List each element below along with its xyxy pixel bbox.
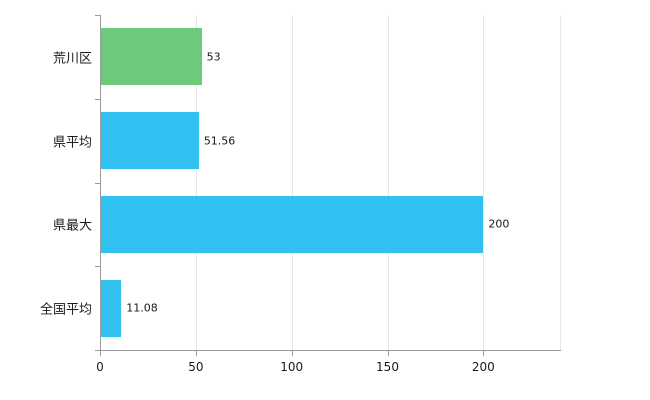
category-label: 県平均 — [52, 135, 92, 151]
gridline — [387, 15, 389, 350]
value-label: 11.08 — [126, 301, 158, 315]
gridline — [195, 15, 197, 350]
value-label: 53 — [206, 50, 221, 64]
y-axis-tick — [95, 98, 100, 100]
x-tick-label: 100 — [280, 360, 304, 374]
y-axis-tick — [95, 266, 100, 268]
gridline — [483, 15, 485, 350]
x-tick-label: 200 — [471, 360, 495, 374]
y-axis-line — [100, 15, 101, 351]
bar-3 — [101, 195, 484, 253]
category-label: 荒川区 — [52, 51, 92, 67]
bar-4 — [101, 279, 122, 337]
y-axis-tick — [95, 182, 100, 184]
x-tick-label: 50 — [188, 360, 204, 374]
value-label: 200 — [488, 217, 510, 231]
y-axis-tick — [95, 350, 100, 351]
x-axis-line — [100, 350, 561, 351]
gridline — [560, 15, 561, 350]
x-axis-tick — [100, 351, 101, 356]
x-axis-tick — [387, 351, 389, 356]
category-label: 全国平均 — [39, 302, 92, 318]
x-axis-tick — [195, 351, 197, 356]
gridline — [291, 15, 293, 350]
x-tick-label: 0 — [96, 360, 104, 374]
bar-1 — [101, 28, 202, 86]
category-label: 県最大 — [52, 218, 92, 234]
x-axis-tick — [291, 351, 293, 356]
x-tick-label: 150 — [376, 360, 399, 374]
x-axis-tick — [483, 351, 485, 356]
value-label: 51.56 — [203, 134, 236, 148]
bar-2 — [101, 112, 199, 170]
y-axis-tick — [95, 15, 100, 16]
